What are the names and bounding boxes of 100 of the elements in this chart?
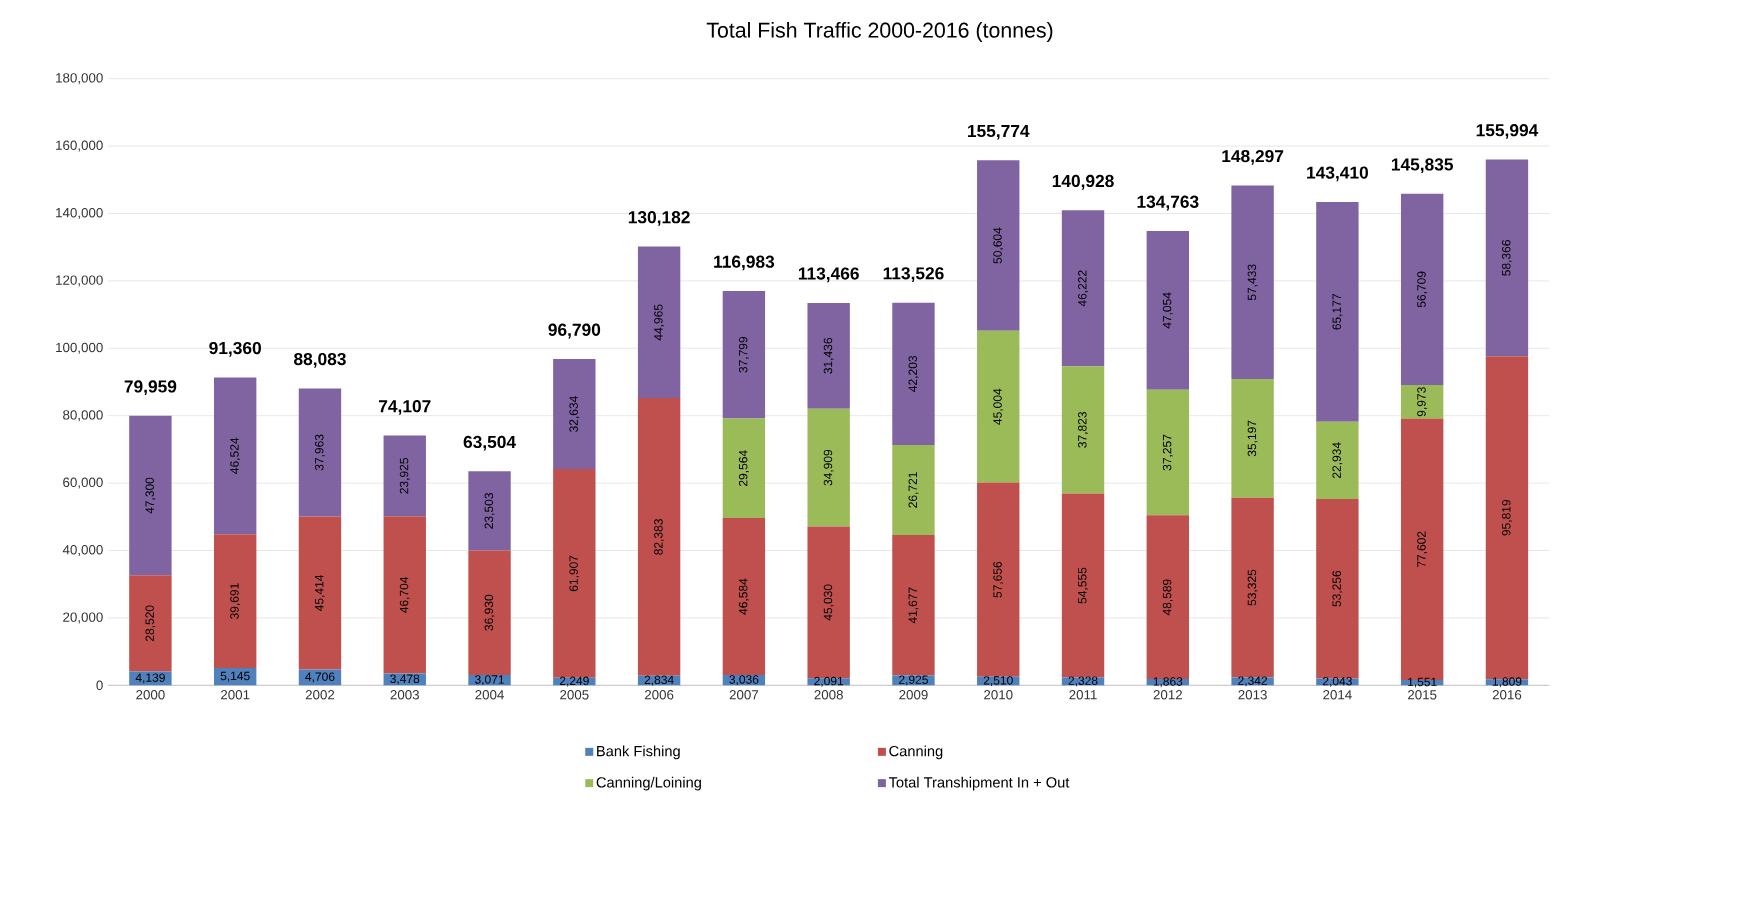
bar (807, 303, 850, 410)
data-label: 57,656 (993, 562, 1004, 598)
data-label: 4,706 (305, 672, 335, 683)
bar (468, 471, 511, 551)
bar (1146, 389, 1190, 516)
bar (977, 160, 1020, 332)
data-label: 29,564 (738, 450, 749, 487)
total-label: 155,994 (1476, 124, 1539, 140)
data-label: 1,551 (1408, 677, 1437, 688)
data-label: 2,249 (559, 676, 589, 687)
data-label: 3,478 (390, 674, 420, 685)
total-label: 145,835 (1391, 158, 1454, 174)
bar (129, 671, 172, 686)
data-label: 1,863 (1153, 677, 1183, 688)
total-label: 140,928 (1052, 175, 1114, 190)
data-label: 37,257 (1162, 434, 1173, 471)
bar (383, 516, 426, 674)
data-label: 31,436 (823, 338, 834, 374)
data-label: 47,054 (1162, 292, 1173, 329)
total-label: 96,790 (548, 323, 601, 339)
bar (1231, 185, 1274, 380)
bar (553, 359, 596, 470)
bar (1485, 159, 1529, 357)
data-label: 34,909 (823, 450, 834, 486)
x-tick-label: 2009 (899, 690, 928, 700)
y-tick-label: 80,000 (63, 410, 103, 422)
data-label: 56,709 (1417, 271, 1428, 308)
total-label: 116,983 (714, 255, 775, 271)
data-label: 46,222 (1078, 270, 1088, 307)
data-label: 53,256 (1332, 571, 1343, 607)
bar (1146, 231, 1190, 390)
data-label: 46,584 (738, 578, 749, 615)
y-tick-label: 0 (96, 680, 103, 691)
bar (1061, 210, 1105, 367)
total-label: 113,466 (798, 267, 859, 283)
data-label: 37,823 (1078, 412, 1088, 448)
data-label: 2,328 (1068, 676, 1098, 687)
data-label: 95,819 (1502, 500, 1512, 536)
x-tick-label: 2005 (560, 690, 589, 700)
bar (722, 518, 766, 676)
data-label: 28,520 (145, 605, 156, 642)
bar (637, 246, 681, 399)
x-tick-label: 2010 (984, 690, 1013, 700)
y-tick-label: 140,000 (56, 208, 103, 220)
data-label: 82,383 (654, 519, 665, 555)
bar (129, 575, 172, 672)
data-label: 45,414 (315, 575, 325, 612)
data-label: 35,197 (1247, 420, 1258, 457)
bar (722, 291, 766, 419)
data-label: 3,036 (729, 675, 759, 686)
y-tick-label: 100,000 (56, 342, 103, 354)
x-tick-label: 2012 (1153, 690, 1182, 700)
data-label: 3,071 (474, 675, 504, 686)
data-label: 23,503 (484, 493, 495, 529)
y-tick-label: 120,000 (56, 275, 103, 287)
data-label: 2,043 (1322, 677, 1352, 687)
x-tick-label: 2015 (1408, 690, 1437, 700)
bar (213, 534, 257, 669)
legend-label: Canning/Loining (596, 776, 701, 791)
total-label: 63,504 (463, 435, 516, 451)
bar (637, 398, 681, 676)
bar (807, 409, 850, 527)
data-label: 50,604 (993, 227, 1004, 264)
data-label: 58,366 (1502, 240, 1512, 276)
bar (383, 435, 426, 517)
bar (1231, 379, 1274, 498)
data-label: 53,325 (1247, 569, 1258, 606)
x-tick-label: 2003 (390, 690, 419, 700)
data-label: 23,925 (399, 458, 410, 494)
data-label: 42,203 (908, 356, 919, 393)
data-label: 1,809 (1492, 677, 1522, 688)
data-label: 41,677 (908, 587, 919, 624)
data-label: 37,799 (738, 337, 749, 373)
y-tick-label: 20,000 (63, 612, 103, 624)
data-label: 2,925 (899, 675, 928, 686)
data-label: 47,300 (145, 477, 156, 514)
bar (722, 418, 766, 519)
data-label: 44,965 (654, 304, 665, 341)
bar (553, 469, 596, 678)
total-label: 134,763 (1137, 195, 1199, 211)
data-label: 5,145 (220, 671, 250, 682)
x-tick-label: 2002 (305, 690, 335, 700)
legend-label: Bank Fishing (597, 745, 680, 760)
data-label: 2,342 (1238, 676, 1267, 687)
data-label: 2,834 (644, 675, 674, 686)
data-label: 26,721 (908, 472, 919, 508)
data-label: 37,963 (315, 434, 325, 471)
data-label: 61,907 (569, 555, 580, 592)
bar (1316, 421, 1359, 500)
bar (298, 516, 342, 670)
bar (468, 550, 511, 676)
bar (892, 445, 935, 536)
legend-label: Canning (889, 745, 943, 760)
bar (1231, 497, 1274, 678)
data-label: 45,004 (993, 388, 1004, 425)
total-label: 113,526 (883, 267, 944, 283)
bar (213, 377, 257, 535)
y-tick-label: 60,000 (63, 477, 103, 489)
y-tick-label: 160,000 (56, 140, 103, 152)
bar (1316, 499, 1359, 679)
